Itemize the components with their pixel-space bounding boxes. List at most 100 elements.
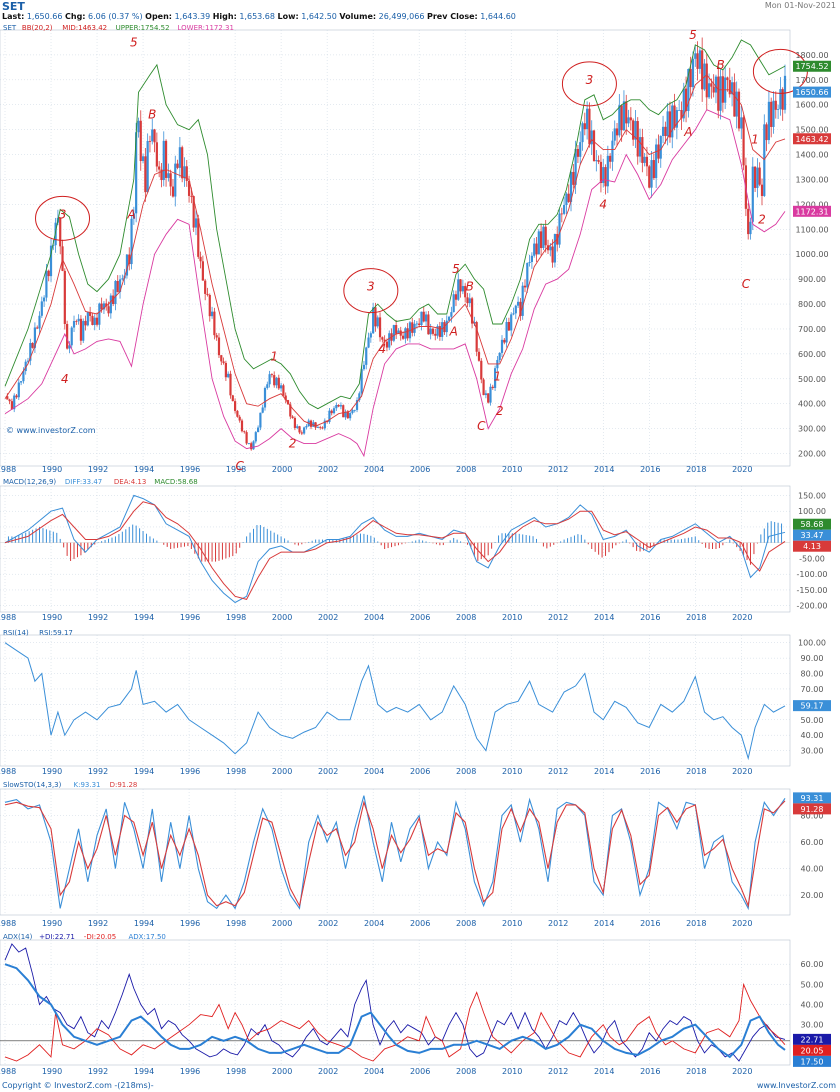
candle bbox=[17, 379, 20, 401]
candle bbox=[376, 315, 379, 329]
candle bbox=[516, 296, 520, 309]
candle bbox=[581, 121, 584, 151]
candle bbox=[694, 44, 697, 67]
macd-x-tick-label: 1992 bbox=[88, 613, 108, 622]
candle bbox=[528, 254, 531, 267]
candle bbox=[482, 377, 485, 396]
candle bbox=[114, 279, 117, 311]
adx-legend-item: ADX:17.50 bbox=[129, 933, 166, 941]
candle bbox=[266, 381, 269, 390]
candle bbox=[250, 441, 253, 451]
candle bbox=[530, 252, 534, 269]
adx-x-tick-label: 2016 bbox=[640, 1067, 660, 1076]
candle bbox=[280, 382, 283, 392]
candle bbox=[756, 158, 759, 198]
candle bbox=[169, 169, 172, 196]
candle bbox=[40, 296, 43, 318]
candle bbox=[362, 361, 366, 371]
last-label: Last: bbox=[2, 12, 25, 21]
footer-site-link[interactable]: www.InvestorZ.com bbox=[756, 1081, 836, 1090]
candle bbox=[144, 147, 147, 202]
candle bbox=[569, 168, 573, 212]
candle bbox=[259, 412, 262, 431]
candle bbox=[586, 101, 589, 140]
candle bbox=[420, 311, 423, 331]
candle bbox=[411, 317, 414, 337]
candle bbox=[625, 94, 628, 135]
high-label: High: bbox=[212, 12, 237, 21]
price-y-tick-label: 1300.00 bbox=[795, 175, 828, 184]
candle bbox=[705, 53, 708, 110]
candle bbox=[710, 78, 713, 99]
candle bbox=[270, 373, 274, 378]
wave-label: 3 bbox=[367, 280, 375, 294]
candle bbox=[664, 121, 667, 144]
price-y-tick-label: 600.00 bbox=[798, 350, 826, 359]
candle bbox=[59, 217, 62, 255]
candle bbox=[659, 135, 662, 168]
wave-circle bbox=[343, 268, 399, 314]
candle bbox=[291, 415, 294, 419]
stochastic-value-tag-label: 93.31 bbox=[801, 794, 824, 803]
candle bbox=[199, 251, 202, 269]
candle bbox=[611, 131, 614, 171]
price-value-tag-label: 1650.66 bbox=[795, 88, 828, 97]
stochastic-y-tick-label: 80.00 bbox=[801, 812, 824, 821]
candle bbox=[342, 404, 345, 418]
candle bbox=[461, 279, 464, 295]
rsi-x-tick-label: 2018 bbox=[686, 767, 706, 776]
rsi-x-tick-label: 1992 bbox=[88, 767, 108, 776]
macd-legend-item: MACD:58.68 bbox=[154, 478, 197, 486]
macd-x-tick-label: 2000 bbox=[272, 613, 292, 622]
candle bbox=[533, 237, 536, 258]
candle bbox=[491, 384, 494, 390]
wave-label: 2 bbox=[289, 437, 297, 451]
wave-label: 4 bbox=[61, 372, 69, 386]
rsi-x-tick-label: 2008 bbox=[456, 767, 476, 776]
candle bbox=[201, 255, 204, 281]
wave-label: 5 bbox=[452, 262, 460, 276]
adx-x-tick-label: 1996 bbox=[180, 1067, 200, 1076]
candle bbox=[655, 138, 658, 188]
candle bbox=[592, 129, 596, 162]
candle bbox=[505, 317, 508, 348]
quote-bar: Last: 1,650.66 Chg: 6.06 (0.37 %) Open: … bbox=[2, 12, 516, 21]
stochastic-value-tag: 93.31 bbox=[793, 792, 831, 804]
candle bbox=[47, 269, 50, 282]
candle bbox=[72, 315, 76, 333]
stochastic-x-tick-label: 1990 bbox=[42, 919, 62, 928]
candle bbox=[213, 307, 216, 340]
candle bbox=[247, 442, 250, 445]
candle bbox=[360, 366, 363, 397]
candle bbox=[282, 383, 285, 397]
price-x-tick-label: 2010 bbox=[502, 465, 522, 474]
adx-x-tick-label: 1992 bbox=[88, 1067, 108, 1076]
candle bbox=[751, 157, 754, 231]
stochastic-x-tick-label: 2016 bbox=[640, 919, 660, 928]
rsi-x-tick-label: 1990 bbox=[42, 767, 62, 776]
macd-y-tick-label: -100.00 bbox=[797, 570, 828, 579]
candle bbox=[776, 104, 780, 119]
candle bbox=[358, 391, 361, 403]
macd-x-tick-label: 2004 bbox=[364, 613, 384, 622]
candle bbox=[178, 137, 181, 178]
price-x-tick-label: 1988 bbox=[0, 465, 16, 474]
candle bbox=[303, 426, 306, 435]
candle bbox=[273, 371, 276, 388]
rsi-x-tick-label: 2006 bbox=[410, 767, 430, 776]
stochastic-y-tick-label: 40.00 bbox=[801, 865, 824, 874]
candle bbox=[296, 424, 299, 430]
candle bbox=[261, 404, 264, 414]
candle bbox=[268, 370, 271, 388]
wave-label: 1 bbox=[494, 369, 502, 383]
candle bbox=[323, 418, 326, 431]
price-y-tick-label: 1000.00 bbox=[795, 250, 828, 259]
candle bbox=[289, 401, 292, 420]
candle bbox=[245, 430, 248, 445]
candle bbox=[422, 306, 425, 323]
candle bbox=[337, 404, 340, 408]
stoch-k-line bbox=[4, 795, 786, 911]
macd-x-tick-label: 1996 bbox=[180, 613, 200, 622]
wave-label: 1 bbox=[751, 133, 759, 147]
